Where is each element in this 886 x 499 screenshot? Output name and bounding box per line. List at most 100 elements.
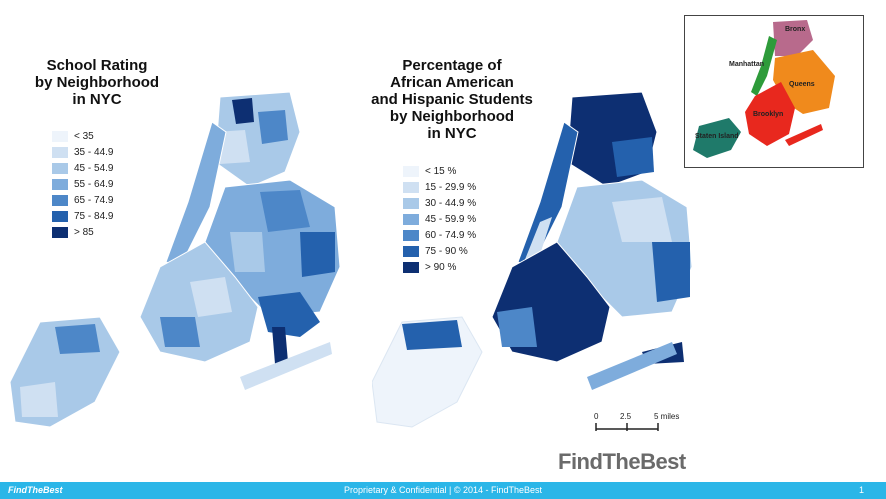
bronx-region bbox=[258, 110, 288, 144]
queens-region bbox=[230, 232, 265, 272]
legend-label: 35 - 44.9 bbox=[74, 146, 114, 158]
footer-brand: FindTheBest bbox=[8, 485, 63, 495]
legend-swatch bbox=[52, 194, 68, 206]
legend-row: 15 - 29.9 % bbox=[403, 179, 476, 195]
legend-swatch bbox=[52, 178, 68, 190]
legend-row: 45 - 54.9 bbox=[52, 160, 113, 176]
legend-label: < 15 % bbox=[425, 165, 457, 177]
brooklyn-label: Brooklyn bbox=[753, 111, 783, 118]
legend-swatch bbox=[52, 226, 68, 238]
legend-row: < 15 % bbox=[403, 163, 476, 179]
legend-label: 45 - 59.9 % bbox=[425, 213, 477, 225]
legend-row: > 90 % bbox=[403, 259, 476, 275]
race-percentage-map-svg bbox=[371, 91, 693, 428]
scale-tick-label: 2.5 bbox=[620, 412, 632, 421]
bronx-label: Bronx bbox=[785, 26, 805, 33]
race-percentage-map bbox=[371, 91, 717, 472]
right-title-line: in NYC bbox=[427, 125, 477, 142]
brooklyn-region bbox=[497, 307, 537, 347]
legend-label: 15 - 29.9 % bbox=[425, 181, 477, 193]
findthebest-logo: FindTheBest bbox=[558, 449, 686, 475]
staten-island-shape bbox=[693, 118, 741, 158]
footer-bar: FindTheBest Proprietary & Confidential |… bbox=[0, 482, 886, 499]
right-title-line: and Hispanic Students bbox=[371, 91, 533, 108]
brooklyn-region bbox=[190, 277, 232, 317]
legend-swatch bbox=[403, 181, 419, 193]
legend-row: 35 - 44.9 bbox=[52, 144, 113, 160]
legend-label: 55 - 64.9 bbox=[74, 178, 114, 190]
bronx-region bbox=[612, 137, 654, 177]
legend-row: 55 - 64.9 bbox=[52, 176, 113, 192]
rockaway-shape bbox=[785, 124, 823, 146]
bronx-shape bbox=[773, 20, 813, 56]
scale-bar: 0 2.5 5 miles bbox=[594, 411, 704, 437]
queens-region bbox=[258, 292, 320, 337]
legend-swatch bbox=[52, 146, 68, 158]
legend-row: < 35 bbox=[52, 128, 113, 144]
logo-the: The bbox=[602, 449, 641, 474]
race-percentage-legend: < 15 % 15 - 29.9 % 30 - 44.9 % 45 - 59.9… bbox=[403, 163, 476, 275]
footer-copyright: Proprietary & Confidential | © 2014 - Fi… bbox=[343, 485, 543, 495]
legend-label: 30 - 44.9 % bbox=[425, 197, 477, 209]
legend-row: 45 - 59.9 % bbox=[403, 211, 476, 227]
rockaway-region bbox=[587, 342, 677, 390]
legend-row: 65 - 74.9 bbox=[52, 192, 113, 208]
staten-island-region bbox=[20, 382, 58, 417]
legend-swatch bbox=[403, 165, 419, 177]
staten-island-region bbox=[402, 320, 462, 350]
queens-label: Queens bbox=[789, 81, 815, 88]
left-title-line: in NYC bbox=[72, 91, 122, 108]
legend-row: 75 - 84.9 bbox=[52, 208, 113, 224]
legend-swatch bbox=[403, 245, 419, 257]
school-rating-map-svg bbox=[9, 91, 341, 428]
legend-row: 30 - 44.9 % bbox=[403, 195, 476, 211]
scale-tick-label: 5 miles bbox=[654, 412, 679, 421]
legend-swatch bbox=[403, 261, 419, 273]
left-title-line: School Rating bbox=[46, 57, 148, 74]
left-title-line: by Neighborhood bbox=[34, 74, 160, 91]
borough-inset-map: Bronx Manhattan Queens Brooklyn Staten I… bbox=[684, 15, 864, 168]
brooklyn-shape bbox=[745, 82, 795, 146]
rockaway-region bbox=[240, 342, 332, 390]
legend-label: 60 - 74.9 % bbox=[425, 229, 477, 241]
logo-find: Find bbox=[558, 449, 603, 474]
logo-best: Best bbox=[640, 449, 686, 474]
legend-swatch bbox=[403, 213, 419, 225]
page-number: 1 bbox=[858, 485, 864, 495]
scale-bar-svg: 0 2.5 5 miles bbox=[594, 412, 679, 431]
legend-label: > 90 % bbox=[425, 261, 457, 273]
legend-row: > 85 bbox=[52, 224, 113, 240]
borough-inset-svg: Bronx Manhattan Queens Brooklyn Staten I… bbox=[693, 20, 835, 158]
legend-label: 75 - 84.9 bbox=[74, 210, 114, 222]
legend-swatch bbox=[52, 130, 68, 142]
right-map-title: Percentage of African American and Hispa… bbox=[352, 57, 552, 142]
brooklyn-region bbox=[160, 317, 200, 347]
right-title-line: African American bbox=[390, 74, 514, 91]
school-rating-map bbox=[0, 91, 345, 472]
legend-label: 45 - 54.9 bbox=[74, 162, 114, 174]
scale-tick-label: 0 bbox=[594, 412, 599, 421]
staten-island-region bbox=[55, 324, 100, 354]
legend-label: > 85 bbox=[74, 226, 94, 238]
right-title-line: by Neighborhood bbox=[389, 108, 515, 125]
bronx-region bbox=[232, 98, 254, 124]
queens-region bbox=[272, 327, 288, 364]
legend-swatch bbox=[403, 197, 419, 209]
staten-island-label: Staten Island bbox=[695, 133, 739, 140]
queens-region bbox=[652, 242, 690, 302]
manhattan-region bbox=[524, 217, 552, 264]
legend-label: 75 - 90 % bbox=[425, 245, 468, 257]
legend-label: < 35 bbox=[74, 130, 94, 142]
left-map-title: School Rating by Neighborhood in NYC bbox=[22, 57, 172, 108]
queens-region bbox=[260, 190, 310, 232]
school-rating-legend: < 35 35 - 44.9 45 - 54.9 55 - 64.9 65 - … bbox=[52, 128, 113, 240]
legend-row: 75 - 90 % bbox=[403, 243, 476, 259]
legend-swatch bbox=[403, 229, 419, 241]
legend-swatch bbox=[52, 210, 68, 222]
manhattan-shape bbox=[751, 36, 777, 96]
queens-region bbox=[300, 232, 335, 277]
legend-row: 60 - 74.9 % bbox=[403, 227, 476, 243]
manhattan-label: Manhattan bbox=[729, 61, 764, 68]
legend-swatch bbox=[52, 162, 68, 174]
